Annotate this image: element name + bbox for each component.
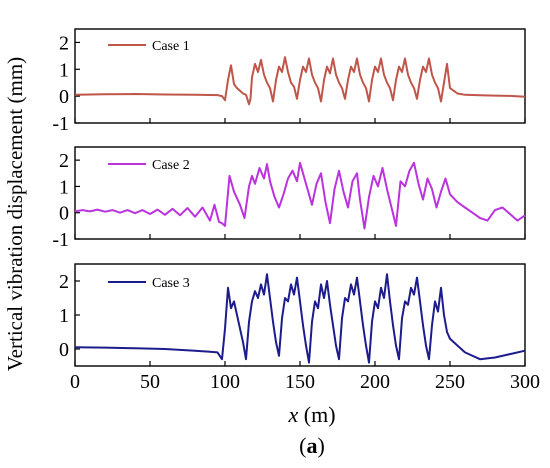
- legend-label: Case 1: [152, 39, 190, 54]
- series-line-case-2: [74, 161, 526, 230]
- y-tick-label: 1: [59, 305, 69, 327]
- plot-frame: [74, 263, 526, 367]
- y-tick-label: 2: [59, 150, 69, 172]
- x-tick-label: 50: [140, 371, 160, 393]
- y-tick-label: -1: [52, 229, 69, 251]
- y-tick-label: -1: [52, 113, 69, 135]
- y-tick-label: 0: [59, 203, 69, 225]
- y-tick-label: 1: [59, 59, 69, 81]
- y-tick-label: 1: [59, 176, 69, 198]
- x-tick-label: 100: [210, 371, 240, 393]
- x-axis-variable: x: [287, 402, 298, 427]
- series-line-case-1: [74, 56, 526, 106]
- panel-3: 0 1 2 0 50 100 150 200 250 300 Case 3: [59, 263, 540, 393]
- y-tick-label: 2: [59, 32, 69, 54]
- legend-label: Case 3: [152, 276, 190, 291]
- series-line-case-3: [74, 273, 526, 364]
- x-axis-unit: (m): [298, 402, 335, 427]
- x-tick-label: 150: [285, 371, 315, 393]
- y-tick-label: 0: [59, 86, 69, 108]
- y-tick-label: 2: [59, 271, 69, 293]
- x-axis-label: x (m): [287, 402, 335, 427]
- figure-caption: (a): [299, 433, 325, 458]
- caption-letter: a: [307, 433, 318, 458]
- panel-1: -1 0 1 2 Case 1: [52, 28, 526, 135]
- x-tick-label: 0: [70, 371, 80, 393]
- y-axis-label: Vertical vibration displacement (mm): [3, 57, 27, 371]
- panel-2: -1 0 1 2 Case 2: [52, 146, 526, 251]
- legend-label: Case 2: [152, 158, 190, 173]
- x-tick-label: 300: [510, 371, 540, 393]
- plot-frame: [74, 146, 526, 240]
- x-tick-label: 200: [360, 371, 390, 393]
- y-tick-label: 0: [59, 339, 69, 361]
- panels: -1 0 1 2 Case 1 -1 0 1 2 Case 2 0 1 2 0 50 100 150 200 250…: [52, 28, 540, 393]
- x-tick-label: 250: [435, 371, 465, 393]
